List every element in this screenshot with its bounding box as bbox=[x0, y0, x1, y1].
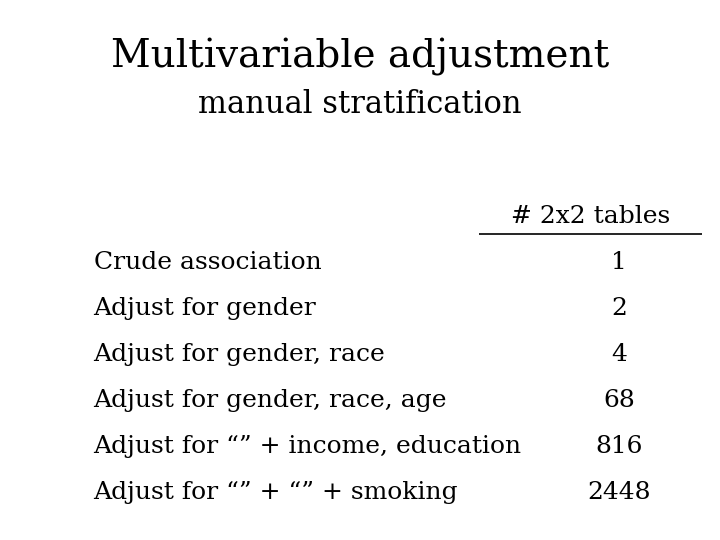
Text: Adjust for “” + “” + smoking: Adjust for “” + “” + smoking bbox=[94, 481, 458, 504]
Text: Adjust for gender, race: Adjust for gender, race bbox=[94, 343, 385, 366]
Text: Adjust for gender, race, age: Adjust for gender, race, age bbox=[94, 389, 447, 412]
Text: 68: 68 bbox=[603, 389, 635, 412]
Text: manual stratification: manual stratification bbox=[198, 89, 522, 120]
Text: Crude association: Crude association bbox=[94, 251, 321, 274]
Text: 1: 1 bbox=[611, 251, 627, 274]
Text: 2448: 2448 bbox=[588, 481, 651, 504]
Text: 4: 4 bbox=[611, 343, 627, 366]
Text: 2: 2 bbox=[611, 297, 627, 320]
Text: Adjust for gender: Adjust for gender bbox=[94, 297, 316, 320]
Text: 816: 816 bbox=[595, 435, 643, 458]
Text: # 2x2 tables: # 2x2 tables bbox=[510, 205, 670, 228]
Text: Multivariable adjustment: Multivariable adjustment bbox=[111, 38, 609, 76]
Text: Adjust for “” + income, education: Adjust for “” + income, education bbox=[94, 435, 522, 458]
